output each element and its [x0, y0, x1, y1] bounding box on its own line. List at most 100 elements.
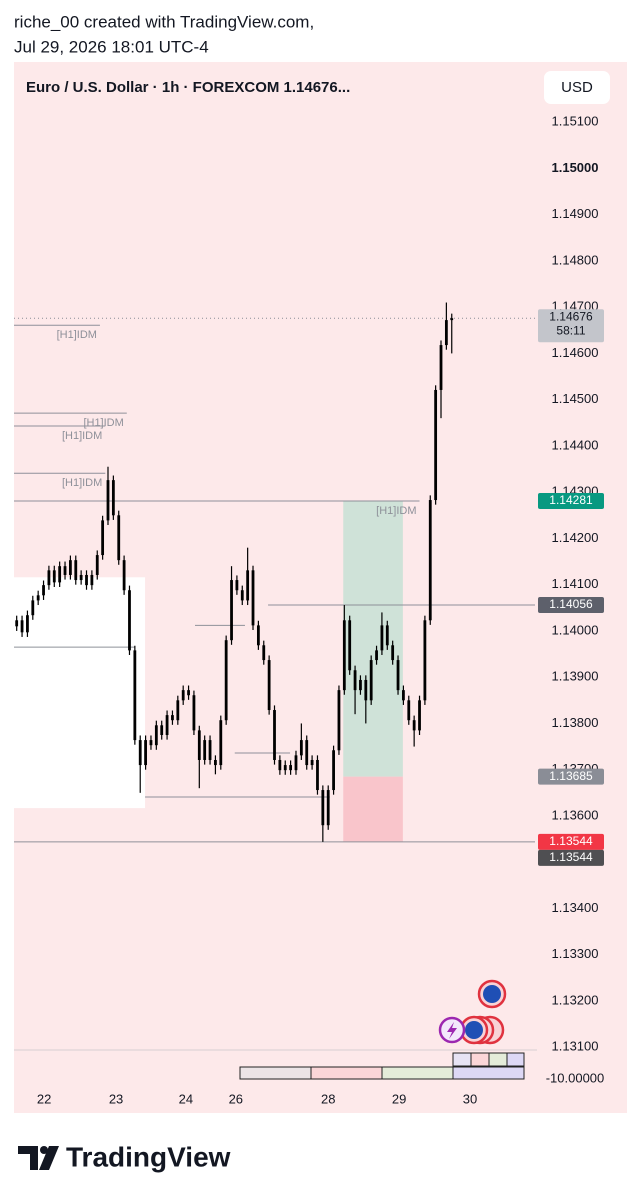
- candle-body: [359, 679, 362, 691]
- flag: [483, 985, 501, 1003]
- candle-body: [299, 740, 303, 756]
- indicator-segment: [470, 1052, 490, 1067]
- candle-body: [74, 560, 78, 581]
- y-tick-label: 1.15100: [552, 114, 599, 129]
- candle-body: [246, 570, 250, 601]
- candle-body: [337, 690, 341, 751]
- candle-body: [192, 695, 196, 731]
- candle-body: [369, 660, 373, 701]
- candle-body: [273, 710, 276, 760]
- indicator-pane: [239, 1052, 525, 1080]
- candle-body: [305, 740, 309, 766]
- x-tick-label: 23: [109, 1091, 123, 1106]
- y-tick-label: 1.14800: [552, 252, 599, 267]
- candle-body: [90, 574, 94, 586]
- candle-body: [380, 625, 384, 651]
- candle-body: [20, 620, 24, 633]
- logo-part: [39, 1146, 59, 1170]
- level-label: [H1]IDM: [83, 417, 123, 429]
- indicator-segment: [239, 1066, 312, 1080]
- candle-body: [79, 574, 83, 581]
- candle-body: [106, 480, 110, 521]
- y-tick-label: 1.13300: [552, 946, 599, 961]
- candle-body: [348, 620, 352, 671]
- level-label: [H1]IDM: [62, 477, 102, 489]
- candle-body: [444, 320, 448, 346]
- candle-body: [289, 765, 293, 771]
- candle-body: [439, 345, 443, 390]
- currency-button-label[interactable]: USD: [561, 79, 593, 96]
- candle-body: [181, 690, 185, 701]
- x-tick-label: 30: [463, 1091, 477, 1106]
- y-tick-label: 1.13800: [552, 715, 599, 730]
- candle-body: [423, 620, 427, 701]
- candle-body: [36, 595, 40, 601]
- candle-body: [203, 740, 207, 760]
- candle-body: [332, 750, 335, 791]
- position-profit: [343, 500, 403, 777]
- chart-title: Euro / U.S. Dollar · 1h · FOREXCOM 1.146…: [26, 79, 350, 96]
- candle-body: [122, 560, 126, 591]
- candle-body: [251, 570, 255, 626]
- y-tick-label: 1.13200: [552, 992, 599, 1007]
- y-tick-label: 1.14600: [552, 345, 599, 360]
- brand-name: TradingView: [66, 1141, 231, 1172]
- candle-body: [133, 650, 137, 741]
- logo-part: [18, 1146, 38, 1170]
- indicator-segment: [381, 1066, 454, 1080]
- price-tag: [538, 768, 604, 785]
- price-tag-label: 1.13685: [549, 769, 593, 783]
- candle-body: [385, 625, 389, 646]
- y-tick-label: 1.15000: [552, 160, 599, 175]
- candle-body: [219, 720, 223, 766]
- candle-body: [262, 645, 266, 661]
- candle-body: [434, 389, 438, 501]
- candle-body: [407, 700, 411, 721]
- plot: [H1]IDM[H1]IDM[H1]IDM[H1]IDM[H1]IDM1.151…: [14, 114, 604, 1106]
- currency-button[interactable]: [544, 71, 610, 104]
- indicator-segment: [310, 1066, 383, 1080]
- candle-body: [144, 740, 147, 766]
- candle-body: [117, 515, 121, 561]
- candle-body: [391, 645, 395, 661]
- zone: [14, 577, 146, 809]
- x-tick-label: 29: [392, 1091, 406, 1106]
- indicator-segment: [488, 1052, 508, 1067]
- candle-body: [310, 759, 314, 766]
- lightning: [447, 1022, 457, 1039]
- y-tick-label: 1.13600: [552, 807, 599, 822]
- candle-body: [138, 740, 142, 766]
- y-tick-label: 1.14000: [552, 622, 599, 637]
- candle-body: [58, 566, 62, 583]
- x-tick-label: 24: [179, 1091, 193, 1106]
- candle-body: [214, 759, 217, 766]
- price-tag-label: 1.13544: [549, 850, 593, 864]
- candle-body: [111, 480, 115, 516]
- level-label: [H1]IDM: [376, 505, 416, 517]
- candle-body: [68, 560, 72, 575]
- event-icons: [438, 979, 507, 1045]
- y-tick-label: 1.14400: [552, 437, 599, 452]
- candle-body: [450, 318, 454, 321]
- candle-body: [224, 640, 228, 721]
- candle-body: [235, 580, 239, 591]
- candle-body: [47, 570, 51, 586]
- candle-body: [149, 740, 153, 746]
- indicator-segment: [452, 1066, 525, 1080]
- candle-body: [160, 725, 164, 736]
- candle-body: [418, 700, 421, 731]
- brand-logo: [18, 1146, 59, 1170]
- candle-body: [412, 720, 416, 731]
- x-tick-label: 26: [229, 1091, 243, 1106]
- price-tag: [538, 833, 604, 850]
- candle-body: [165, 715, 169, 736]
- candle-body: [176, 700, 180, 721]
- candle-body: [15, 620, 19, 627]
- candle-body: [256, 625, 260, 646]
- price-tag-label: 1.14056: [549, 597, 593, 611]
- price-tag-label: 1.13544: [549, 834, 593, 848]
- candle-body: [95, 555, 99, 575]
- y-tick-label: 1.13400: [552, 900, 599, 915]
- candle-body: [52, 570, 56, 583]
